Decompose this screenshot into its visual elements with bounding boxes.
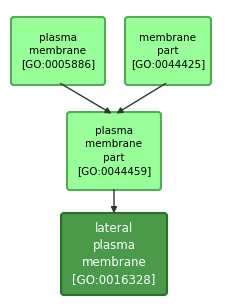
FancyBboxPatch shape [124,17,210,85]
FancyBboxPatch shape [67,112,160,190]
Text: plasma
membrane
part
[GO:0044459]: plasma membrane part [GO:0044459] [76,126,151,176]
Text: lateral
plasma
membrane
[GO:0016328]: lateral plasma membrane [GO:0016328] [72,222,155,286]
Text: plasma
membrane
[GO:0005886]: plasma membrane [GO:0005886] [21,33,95,69]
Text: membrane
part
[GO:0044425]: membrane part [GO:0044425] [130,33,204,69]
FancyBboxPatch shape [61,213,166,295]
FancyBboxPatch shape [11,17,105,85]
